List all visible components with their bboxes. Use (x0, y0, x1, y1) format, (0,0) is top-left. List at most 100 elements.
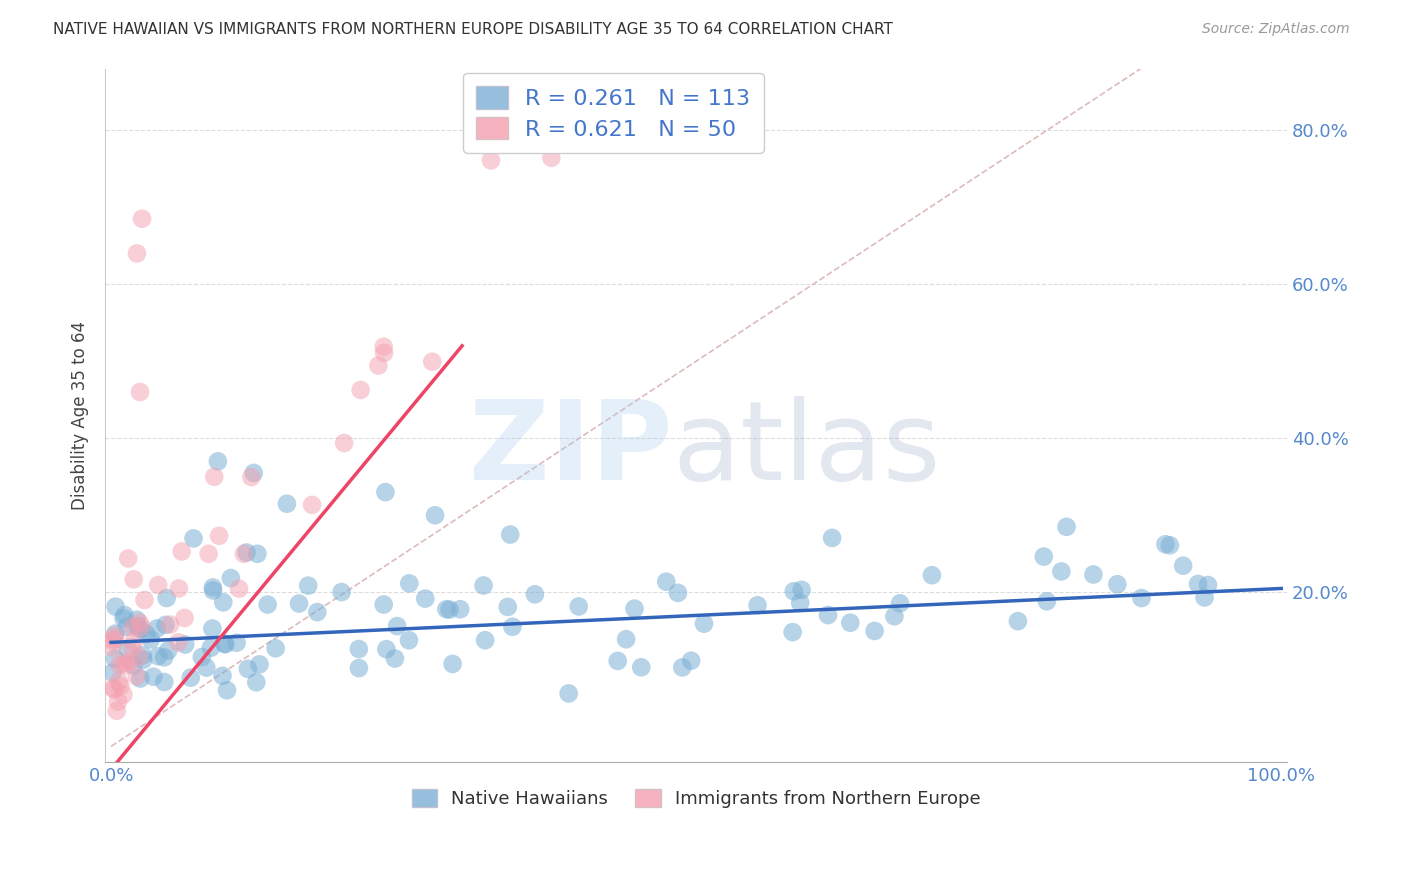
Point (156, 591, 179, 605)
Point (790, 582, 813, 597)
Point (347, 642, 370, 657)
Point (1107, 577, 1129, 591)
Point (129, 385, 152, 400)
Point (821, 531, 844, 545)
Point (276, 497, 298, 511)
Point (375, 642, 398, 657)
Point (122, 634, 145, 648)
Point (104, 626, 127, 640)
Point (496, 599, 519, 614)
Point (921, 568, 943, 582)
Point (1173, 558, 1195, 573)
Point (1197, 578, 1219, 592)
Point (101, 633, 124, 648)
Point (127, 619, 149, 633)
Point (242, 466, 264, 480)
Point (606, 654, 628, 668)
Point (155, 617, 177, 632)
Point (264, 641, 287, 656)
Point (129, 672, 152, 686)
Point (246, 547, 269, 561)
Point (118, 654, 141, 668)
Point (671, 660, 693, 674)
Point (112, 656, 135, 670)
Point (297, 579, 319, 593)
Point (146, 649, 169, 664)
Point (436, 602, 458, 616)
Point (1130, 591, 1153, 605)
Y-axis label: Disability Age 35 to 64: Disability Age 35 to 64 (72, 320, 89, 509)
Point (523, 587, 546, 601)
Point (557, 686, 579, 700)
Point (208, 529, 231, 543)
Text: ZIP: ZIP (470, 396, 672, 503)
Point (105, 704, 128, 718)
Point (235, 545, 257, 559)
Point (374, 485, 396, 500)
Text: Source: ZipAtlas.com: Source: ZipAtlas.com (1202, 22, 1350, 37)
Point (153, 675, 176, 690)
Point (104, 632, 127, 647)
Point (211, 669, 233, 683)
Point (131, 648, 153, 663)
Point (350, 383, 373, 397)
Point (228, 582, 250, 596)
Point (132, 653, 155, 667)
Point (195, 660, 218, 674)
Point (103, 681, 125, 695)
Point (117, 642, 139, 657)
Point (789, 596, 811, 610)
Point (174, 638, 197, 652)
Point (385, 619, 408, 633)
Point (568, 599, 591, 614)
Point (101, 665, 124, 680)
Point (398, 633, 420, 648)
Point (128, 649, 150, 664)
Point (472, 578, 495, 592)
Point (142, 670, 165, 684)
Point (212, 595, 235, 609)
Point (122, 658, 145, 673)
Point (107, 695, 129, 709)
Point (499, 527, 522, 541)
Point (104, 651, 127, 665)
Point (681, 654, 703, 668)
Point (1007, 614, 1029, 628)
Point (114, 608, 136, 623)
Point (215, 683, 238, 698)
Point (747, 599, 769, 613)
Point (128, 615, 150, 630)
Point (134, 593, 156, 607)
Point (104, 599, 127, 614)
Point (125, 613, 148, 627)
Point (129, 622, 152, 636)
Point (219, 571, 242, 585)
Point (191, 650, 214, 665)
Text: NATIVE HAWAIIAN VS IMMIGRANTS FROM NORTHERN EUROPE DISABILITY AGE 35 TO 64 CORRE: NATIVE HAWAIIAN VS IMMIGRANTS FROM NORTH… (53, 22, 893, 37)
Point (200, 640, 222, 655)
Point (225, 636, 247, 650)
Point (817, 608, 839, 623)
Point (180, 671, 202, 685)
Point (439, 602, 461, 616)
Point (883, 609, 905, 624)
Point (839, 615, 862, 630)
Point (157, 643, 180, 657)
Point (121, 620, 143, 634)
Point (125, 246, 148, 260)
Point (153, 650, 176, 665)
Point (115, 658, 138, 673)
Point (474, 633, 496, 648)
Point (236, 662, 259, 676)
Point (201, 581, 224, 595)
Point (249, 657, 271, 672)
Point (333, 436, 356, 450)
Point (630, 660, 652, 674)
Point (398, 576, 420, 591)
Point (167, 635, 190, 649)
Point (1154, 537, 1177, 551)
Point (384, 651, 406, 665)
Point (121, 640, 143, 654)
Point (330, 585, 353, 599)
Point (232, 547, 254, 561)
